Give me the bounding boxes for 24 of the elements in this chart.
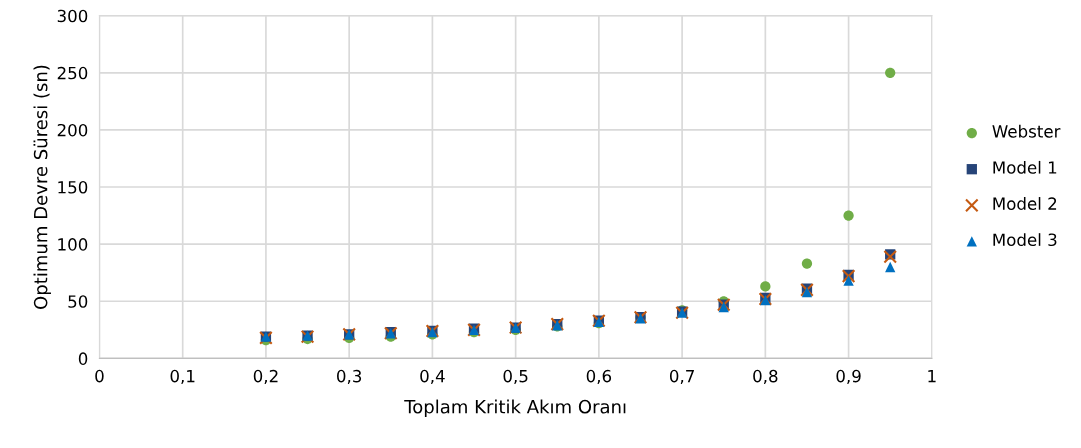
x-tick-label: 0,2: [253, 369, 278, 385]
y-tick-label: 300: [57, 9, 88, 23]
x-tick-label: 0,9: [836, 369, 861, 385]
y-tick-label: 250: [57, 66, 88, 80]
legend-label: Model 2: [993, 197, 1057, 210]
x-tick-label: 0,4: [420, 369, 445, 385]
y-tick-label: 100: [58, 238, 88, 251]
x-tick-label: 0,3: [337, 369, 362, 385]
x-axis-title: Toplam Kritik Akım Oranı: [404, 399, 626, 417]
x-tick-label: 1: [928, 370, 936, 383]
x-tick-label: 0,7: [669, 369, 694, 385]
legend-label: Model 1: [993, 160, 1057, 174]
legend-label: Model 3: [993, 233, 1057, 247]
y-tick-label: 50: [68, 295, 88, 308]
y-tick-label: 0: [78, 352, 88, 365]
x-tick-label: 0: [95, 369, 104, 383]
y-tick-label: 150: [58, 181, 88, 194]
x-tick-label: 0,5: [503, 369, 528, 385]
legend-label: Webster: [992, 124, 1061, 138]
y-tick-label: 200: [57, 123, 88, 137]
x-tick-label: 0,6: [586, 369, 612, 385]
x-tick-label: 0,8: [753, 369, 778, 385]
y-axis-title: Optimum Devre Süresi (sn): [33, 65, 51, 309]
x-tick-label: 0,1: [170, 369, 195, 385]
